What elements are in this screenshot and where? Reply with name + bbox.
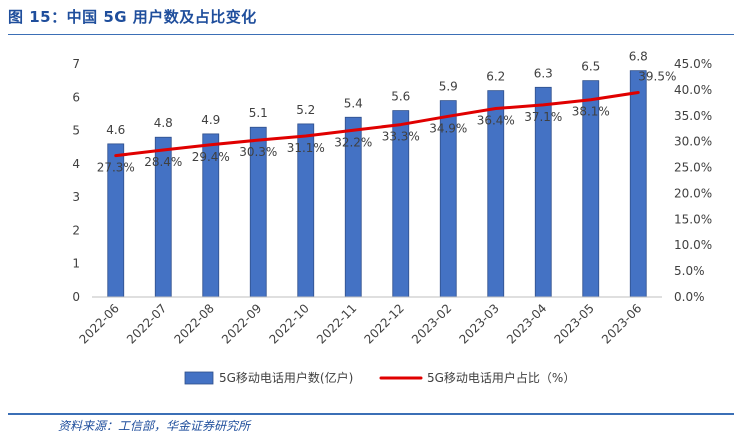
line-data-label: 28.4% xyxy=(144,155,182,169)
bar-data-label: 6.5 xyxy=(581,60,600,74)
left-tick-label: 0 xyxy=(72,290,80,304)
source-note: 资料来源：工信部，华金证券研究所 xyxy=(58,419,251,433)
bar-data-label: 5.1 xyxy=(249,106,268,120)
right-tick-label: 5.0% xyxy=(674,264,705,278)
left-tick-label: 3 xyxy=(72,190,80,204)
right-tick-label: 45.0% xyxy=(674,57,712,71)
x-tick-label: 2022-09 xyxy=(219,301,264,346)
right-tick-label: 0.0% xyxy=(674,290,705,304)
x-tick-label: 2022-07 xyxy=(124,301,169,346)
line-data-label: 38.1% xyxy=(572,105,610,119)
left-tick-label: 4 xyxy=(72,157,80,171)
legend-bar-label: 5G移动电话用户数(亿户) xyxy=(219,370,353,385)
x-tick-label: 2022-08 xyxy=(172,301,217,346)
legend: 5G移动电话用户数(亿户) 5G移动电话用户占比（%） xyxy=(184,370,575,385)
bar-data-label: 6.2 xyxy=(486,70,505,84)
left-tick-label: 7 xyxy=(72,57,80,71)
x-tick-label: 2023-04 xyxy=(504,301,549,346)
bar-data-label: 5.4 xyxy=(344,96,363,110)
left-tick-label: 1 xyxy=(72,257,80,271)
left-axis: 0 1 2 3 4 5 6 7 xyxy=(72,57,80,304)
line-data-label: 32.2% xyxy=(334,135,372,149)
bar-series xyxy=(107,70,647,298)
bar-data-label: 6.3 xyxy=(534,66,553,80)
footer-rule xyxy=(8,413,734,415)
bar-data-label: 4.6 xyxy=(106,123,125,137)
right-tick-label: 15.0% xyxy=(674,212,712,226)
left-tick-label: 2 xyxy=(72,223,80,237)
x-tick-label: 2023-02 xyxy=(409,301,454,346)
line-data-labels: 27.3% 28.4% 29.4% 30.3% 31.1% 32.2% 33.3% 34.9%… xyxy=(97,69,677,174)
figure-title: 图 15：中国 5G 用户数及占比变化 xyxy=(8,8,257,26)
bar-data-label: 4.9 xyxy=(201,113,220,127)
right-tick-label: 35.0% xyxy=(674,109,712,123)
line-data-label: 27.3% xyxy=(97,161,135,175)
bar-data-label: 5.6 xyxy=(391,90,410,104)
right-axis: 0.0% 5.0% 10.0% 15.0% 20.0% 25.0% 30.0% 35.0% 40… xyxy=(674,57,712,304)
line-data-label: 37.1% xyxy=(524,110,562,124)
right-tick-label: 40.0% xyxy=(674,83,712,97)
x-tick-label: 2022-10 xyxy=(267,301,312,346)
x-tick-label: 2022-12 xyxy=(362,301,407,346)
bar-data-label: 4.8 xyxy=(154,116,173,130)
x-tick-label: 2023-06 xyxy=(599,301,644,346)
chart: 0 1 2 3 4 5 6 7 0.0% 5.0% 10.0% 15.0% 20.0% 25.0% 30.… xyxy=(72,50,712,385)
right-tick-label: 25.0% xyxy=(674,161,712,175)
legend-bar-swatch xyxy=(184,371,214,385)
line-data-label: 31.1% xyxy=(287,141,325,155)
line-data-label: 39.5% xyxy=(638,69,676,83)
x-axis: 2022-06 2022-07 2022-08 2022-09 2022-10 2022-… xyxy=(77,296,662,347)
line-data-label: 36.4% xyxy=(477,114,515,128)
line-series xyxy=(114,90,640,158)
share-line xyxy=(114,90,640,158)
line-data-label: 33.3% xyxy=(382,130,420,144)
right-tick-label: 20.0% xyxy=(674,186,712,200)
bar xyxy=(629,70,647,298)
x-tick-label: 2023-03 xyxy=(457,301,502,346)
bar-data-labels: 4.6 4.8 4.9 5.1 5.2 5.4 5.6 5.9 6.2 6.3 6.5 6.8 xyxy=(106,50,648,137)
left-tick-label: 6 xyxy=(72,90,80,104)
legend-line-label: 5G移动电话用户占比（%） xyxy=(427,370,575,385)
line-data-label: 29.4% xyxy=(192,150,230,164)
right-tick-label: 10.0% xyxy=(674,238,712,252)
left-tick-label: 5 xyxy=(72,124,80,138)
bar-data-label: 6.8 xyxy=(629,50,648,64)
x-tick-label: 2022-11 xyxy=(314,301,359,346)
line-data-label: 34.9% xyxy=(429,121,467,135)
x-tick-label: 2023-05 xyxy=(552,301,597,346)
bar-data-label: 5.2 xyxy=(296,103,315,117)
x-tick-label: 2022-06 xyxy=(77,301,122,346)
line-data-label: 30.3% xyxy=(239,145,277,159)
right-tick-label: 30.0% xyxy=(674,135,712,149)
bar-data-label: 5.9 xyxy=(439,80,458,94)
title-rule xyxy=(8,34,734,35)
